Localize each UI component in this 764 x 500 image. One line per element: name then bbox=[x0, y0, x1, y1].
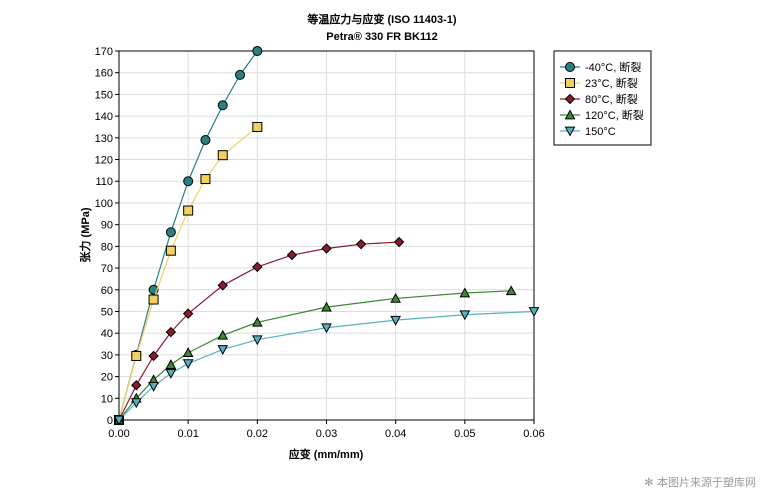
y-tick-label: 80 bbox=[101, 241, 113, 253]
data-point bbox=[130, 398, 142, 409]
data-point bbox=[182, 308, 194, 319]
data-point bbox=[165, 369, 177, 379]
y-tick-label: 100 bbox=[95, 198, 113, 210]
data-point bbox=[182, 347, 194, 358]
legend-item: 80°C, 断裂 bbox=[560, 92, 638, 106]
data-point bbox=[390, 315, 402, 326]
y-tick-label: 110 bbox=[95, 176, 113, 188]
x-tick-label: 0.00 bbox=[108, 428, 129, 440]
y-tick-label: 30 bbox=[101, 350, 113, 362]
data-point bbox=[131, 380, 142, 391]
data-point bbox=[251, 316, 263, 327]
data-point bbox=[252, 121, 263, 132]
axis-ticks: 0 10 20 30 40 50 60 70 80 90 100 110 120 130 140 150 160… bbox=[95, 46, 545, 440]
x-tick-label: 0.06 bbox=[523, 428, 544, 440]
data-point bbox=[217, 345, 229, 356]
data-point bbox=[505, 285, 517, 296]
data-point bbox=[182, 359, 194, 370]
grid-lines bbox=[118, 50, 535, 421]
y-tick-label: 90 bbox=[101, 220, 113, 232]
data-point bbox=[165, 245, 176, 256]
watermark-label: 本图片来源于塑库网 bbox=[657, 476, 756, 489]
x-tick-label: 0.04 bbox=[385, 428, 406, 440]
y-tick-label: 60 bbox=[101, 285, 113, 297]
data-point bbox=[252, 46, 263, 56]
legend-marker bbox=[565, 78, 575, 88]
x-tick-label: 0.02 bbox=[247, 428, 268, 440]
y-tick-label: 120 bbox=[95, 155, 113, 167]
legend-label: 80°C, 断裂 bbox=[585, 92, 638, 106]
series-square bbox=[114, 121, 263, 425]
y-tick-label: 140 bbox=[95, 111, 113, 123]
data-point bbox=[183, 205, 194, 216]
x-tick-label: 0.03 bbox=[316, 428, 337, 440]
data-point bbox=[390, 292, 402, 303]
data-point bbox=[183, 176, 194, 187]
legend-marker bbox=[564, 126, 576, 137]
chart-subtitle: Petra® 330 FR BK112 bbox=[326, 31, 437, 43]
data-point bbox=[148, 382, 159, 392]
legend-label: 23°C, 断裂 bbox=[585, 76, 638, 90]
legend-item: -40°C, 断裂 bbox=[560, 60, 641, 74]
legend-label: -40°C, 断裂 bbox=[585, 60, 641, 74]
y-tick-label: 170 bbox=[95, 46, 113, 58]
y-tick-label: 70 bbox=[101, 263, 113, 275]
data-point bbox=[321, 323, 332, 334]
data-point bbox=[148, 294, 159, 305]
series-triangle-up bbox=[113, 285, 517, 425]
legend-marker bbox=[564, 93, 576, 105]
y-tick-label: 20 bbox=[101, 372, 113, 384]
legend-item: 120°C, 断裂 bbox=[560, 108, 644, 122]
data-point bbox=[165, 227, 176, 238]
data-point bbox=[217, 150, 228, 161]
data-point bbox=[148, 350, 159, 362]
data-point bbox=[235, 69, 246, 80]
data-point bbox=[217, 100, 228, 111]
data-point bbox=[217, 280, 228, 291]
watermark-text: ✻ 本图片来源于塑库网 bbox=[644, 474, 756, 490]
legend: -40°C, 断裂 23°C, 断裂 80°C, 断裂 120°C, 断裂 150°C bbox=[553, 50, 652, 146]
x-tick-label: 0.05 bbox=[454, 428, 475, 440]
legend-item: 23°C, 断裂 bbox=[560, 76, 638, 90]
data-point bbox=[165, 359, 177, 369]
y-tick-label: 150 bbox=[95, 89, 113, 101]
data-point bbox=[113, 415, 125, 426]
series-triangle-down bbox=[113, 307, 540, 426]
chart-title: 等温应力与应变 (ISO 11403-1) bbox=[306, 12, 456, 26]
y-axis-title: 张力 (MPa) bbox=[78, 207, 92, 262]
data-point bbox=[131, 350, 142, 361]
data-point bbox=[321, 243, 332, 254]
data-point bbox=[252, 261, 263, 273]
legend-label: 150°C bbox=[585, 126, 616, 138]
data-point bbox=[528, 307, 540, 318]
data-point bbox=[286, 249, 298, 261]
legend-marker bbox=[564, 109, 576, 120]
y-tick-label: 130 bbox=[95, 133, 113, 145]
data-point bbox=[200, 134, 211, 145]
legend-label: 120°C, 断裂 bbox=[585, 108, 644, 122]
data-point bbox=[355, 238, 367, 250]
data-point bbox=[321, 301, 332, 312]
data-point bbox=[165, 326, 177, 338]
y-tick-label: 0 bbox=[107, 415, 113, 427]
data-point bbox=[459, 287, 471, 298]
legend-marker bbox=[565, 62, 575, 72]
data-point bbox=[217, 329, 229, 340]
y-tick-label: 160 bbox=[95, 68, 113, 80]
data-point bbox=[200, 174, 211, 185]
y-tick-label: 40 bbox=[101, 328, 113, 340]
data-point bbox=[393, 236, 405, 248]
x-tick-label: 0.01 bbox=[177, 428, 198, 440]
x-axis-title: 应变 (mm/mm) bbox=[289, 447, 364, 461]
y-tick-label: 50 bbox=[101, 306, 113, 318]
series-layer bbox=[113, 46, 540, 426]
series-diamond bbox=[113, 236, 405, 426]
legend-item: 150°C bbox=[560, 126, 616, 138]
data-point bbox=[459, 310, 471, 321]
series-line bbox=[118, 290, 512, 421]
data-point bbox=[251, 335, 263, 346]
y-tick-label: 10 bbox=[101, 393, 113, 405]
watermark-star-icon: ✻ bbox=[644, 476, 654, 489]
